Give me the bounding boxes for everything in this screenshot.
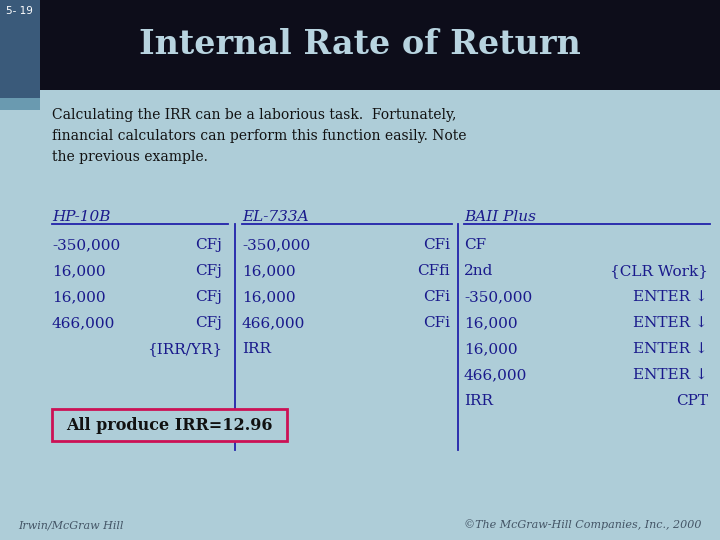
Text: ENTER ↓: ENTER ↓ xyxy=(634,342,708,356)
Text: CPT: CPT xyxy=(676,394,708,408)
Text: BAII Plus: BAII Plus xyxy=(464,210,536,224)
Text: ENTER ↓: ENTER ↓ xyxy=(634,290,708,304)
Bar xyxy=(0,98,40,110)
Text: CFj: CFj xyxy=(195,238,222,252)
Bar xyxy=(0,0,40,100)
Text: -350,000: -350,000 xyxy=(242,238,310,252)
Text: HP-10B: HP-10B xyxy=(52,210,110,224)
Text: {IRR/YR}: {IRR/YR} xyxy=(147,342,222,356)
Text: CFi: CFi xyxy=(423,316,450,330)
Text: 2nd: 2nd xyxy=(464,264,493,278)
Text: EL-733A: EL-733A xyxy=(242,210,309,224)
Text: Irwin/McGraw Hill: Irwin/McGraw Hill xyxy=(18,520,123,530)
Text: {CLR Work}: {CLR Work} xyxy=(610,264,708,278)
FancyBboxPatch shape xyxy=(52,409,287,441)
Text: CF: CF xyxy=(464,238,486,252)
Text: CFj: CFj xyxy=(195,264,222,278)
Text: 16,000: 16,000 xyxy=(242,264,296,278)
Text: financial calculators can perform this function easily. Note: financial calculators can perform this f… xyxy=(52,129,467,143)
Text: 16,000: 16,000 xyxy=(464,316,518,330)
Text: 16,000: 16,000 xyxy=(52,290,106,304)
Text: -350,000: -350,000 xyxy=(464,290,532,304)
Text: CFi: CFi xyxy=(423,238,450,252)
Text: CFfi: CFfi xyxy=(418,264,450,278)
Text: 466,000: 466,000 xyxy=(242,316,305,330)
Text: ENTER ↓: ENTER ↓ xyxy=(634,368,708,382)
Text: CFj: CFj xyxy=(195,316,222,330)
Text: IRR: IRR xyxy=(242,342,271,356)
Text: Calculating the IRR can be a laborious task.  Fortunately,: Calculating the IRR can be a laborious t… xyxy=(52,108,456,122)
Text: ©The McGraw-Hill Companies, Inc., 2000: ©The McGraw-Hill Companies, Inc., 2000 xyxy=(464,519,702,530)
Text: ENTER ↓: ENTER ↓ xyxy=(634,316,708,330)
Text: All produce IRR=12.96: All produce IRR=12.96 xyxy=(66,416,273,434)
Text: -350,000: -350,000 xyxy=(52,238,120,252)
Text: the previous example.: the previous example. xyxy=(52,150,208,164)
Text: CFi: CFi xyxy=(423,290,450,304)
Text: CFj: CFj xyxy=(195,290,222,304)
Text: 16,000: 16,000 xyxy=(242,290,296,304)
Text: IRR: IRR xyxy=(464,394,493,408)
Text: Internal Rate of Return: Internal Rate of Return xyxy=(139,29,581,62)
Text: 5- 19: 5- 19 xyxy=(6,6,33,16)
Text: 466,000: 466,000 xyxy=(52,316,115,330)
Text: 466,000: 466,000 xyxy=(464,368,527,382)
Text: 16,000: 16,000 xyxy=(464,342,518,356)
Bar xyxy=(0,0,720,90)
Text: 16,000: 16,000 xyxy=(52,264,106,278)
